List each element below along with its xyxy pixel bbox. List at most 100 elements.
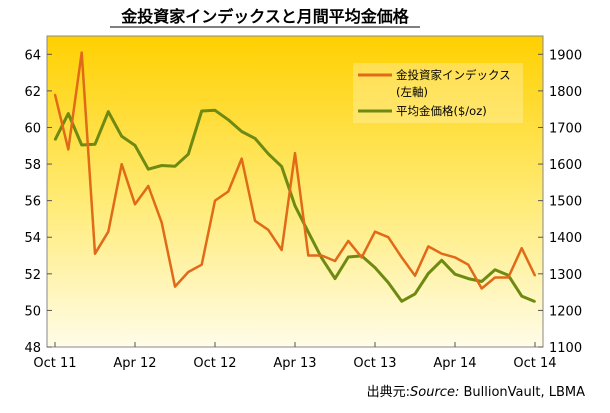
left-axis-tick-label: 52 [24, 268, 41, 283]
data-point-gold-investor-index [80, 51, 83, 54]
right-axis-tick-label: 1200 [549, 304, 582, 319]
data-point-gold-investor-index [147, 185, 150, 187]
data-point-gold-investor-index [174, 285, 176, 288]
data-point-gold-price [187, 153, 190, 156]
data-point-gold-price [427, 272, 430, 275]
left-axis-tick-label: 50 [24, 304, 41, 319]
data-point-gold-price [440, 259, 443, 262]
right-axis-tick-label: 1500 [549, 195, 582, 210]
source-prefix: 出典元: [367, 385, 410, 400]
legend-label-index-line1: 金投資家インデックス [396, 68, 511, 82]
data-point-gold-investor-index [347, 239, 350, 242]
data-point-gold-investor-index [467, 263, 470, 266]
data-point-gold-price [294, 204, 296, 207]
data-point-gold-price [107, 110, 110, 113]
left-axis-tick-label: 56 [24, 195, 41, 210]
data-point-gold-price [400, 300, 403, 303]
right-axis-tick-label: 1400 [549, 231, 582, 246]
data-point-gold-price [307, 231, 310, 234]
data-point-gold-price [160, 164, 163, 167]
data-point-gold-price [147, 168, 150, 171]
data-point-gold-price [120, 135, 123, 138]
data-point-gold-price [347, 256, 350, 258]
right-axis-tick-label: 1700 [549, 121, 582, 136]
data-point-gold-price [267, 152, 270, 155]
legend-label-price: 平均金価格($/oz) [396, 104, 487, 118]
data-point-gold-investor-index [507, 276, 510, 279]
legend: 金投資家インデックス (左軸) 平均金価格($/oz) [353, 63, 523, 123]
source-label: Source: [410, 385, 459, 400]
chart-title: 金投資家インデックスと月間平均金価格 [120, 7, 410, 26]
data-point-gold-price [174, 165, 176, 168]
data-point-gold-investor-index [200, 263, 203, 266]
data-point-gold-investor-index [134, 203, 136, 206]
data-point-gold-investor-index [387, 236, 390, 239]
data-point-gold-investor-index [440, 252, 443, 255]
data-point-gold-price [240, 130, 243, 133]
data-point-gold-investor-index [414, 274, 416, 277]
data-point-gold-price [80, 144, 83, 146]
left-axis-tick-label: 48 [24, 341, 41, 356]
data-point-gold-price [334, 277, 336, 280]
data-point-gold-price [414, 293, 416, 295]
data-point-gold-price [374, 266, 376, 269]
data-point-gold-investor-index [534, 274, 536, 277]
data-point-gold-investor-index [120, 163, 123, 165]
x-axis: Oct 11 Apr 12 Oct 12 Apr 13 Oct 13 Apr 14 Oct … [33, 342, 557, 371]
legend-box [353, 63, 523, 123]
data-point-gold-price [94, 143, 96, 146]
x-axis-tick-label: Apr 13 [273, 356, 316, 371]
data-point-gold-price [280, 165, 283, 168]
left-axis-tick-label: 60 [24, 121, 41, 136]
x-axis-tick-label: Apr 12 [113, 356, 156, 371]
data-point-gold-investor-index [240, 157, 243, 160]
data-point-gold-price [54, 139, 56, 141]
data-point-gold-investor-index [374, 230, 376, 233]
series-lines [53, 51, 537, 303]
data-point-gold-investor-index [54, 93, 56, 96]
x-axis-tick-label: Oct 13 [353, 356, 396, 371]
data-point-gold-investor-index [214, 199, 216, 202]
data-point-gold-price [320, 257, 323, 259]
data-point-gold-price [200, 110, 203, 112]
data-point-gold-price [227, 118, 230, 121]
data-point-gold-investor-index [520, 247, 523, 250]
data-point-gold-investor-index [494, 276, 496, 279]
left-axis-tick-label: 64 [24, 48, 41, 63]
right-axis-tick-label: 1900 [549, 48, 582, 63]
left-axis-tick-label: 54 [24, 231, 41, 246]
data-point-gold-price [214, 109, 216, 112]
x-axis-tick-label: Oct 11 [33, 356, 76, 371]
data-point-gold-price [134, 144, 136, 147]
data-point-gold-price [67, 112, 70, 115]
data-point-gold-price [454, 273, 456, 276]
data-point-gold-investor-index [400, 256, 403, 259]
source-caption: 出典元:Source: BullionVault, LBMA [367, 385, 585, 400]
data-point-gold-investor-index [94, 252, 96, 255]
data-point-gold-investor-index [160, 221, 163, 224]
data-point-gold-price [254, 137, 256, 140]
data-point-gold-investor-index [227, 190, 230, 193]
data-point-gold-price [467, 277, 470, 280]
data-point-gold-investor-index [280, 249, 283, 251]
source-text: BullionVault, LBMA [459, 385, 585, 400]
right-axis: 1100 1200 1300 1400 1500 1600 1700 1800 1900 [538, 48, 582, 356]
data-point-gold-investor-index [427, 245, 430, 248]
data-point-gold-price [494, 268, 496, 271]
data-point-gold-investor-index [360, 256, 363, 259]
right-axis-tick-label: 1100 [549, 341, 582, 356]
data-point-gold-price [520, 295, 523, 298]
x-axis-tick-label: Oct 14 [513, 356, 556, 371]
data-point-gold-investor-index [334, 260, 336, 262]
data-point-gold-price [387, 281, 390, 284]
data-point-gold-price [480, 280, 483, 283]
data-point-gold-investor-index [480, 287, 483, 290]
data-point-gold-price [534, 300, 536, 303]
data-point-gold-investor-index [320, 254, 323, 257]
data-point-gold-investor-index [67, 148, 70, 151]
right-axis-tick-label: 1600 [549, 158, 582, 173]
data-point-gold-investor-index [294, 152, 296, 154]
legend-label-index-line2: (左軸) [396, 85, 428, 99]
x-axis-tick-label: Apr 14 [433, 356, 476, 371]
